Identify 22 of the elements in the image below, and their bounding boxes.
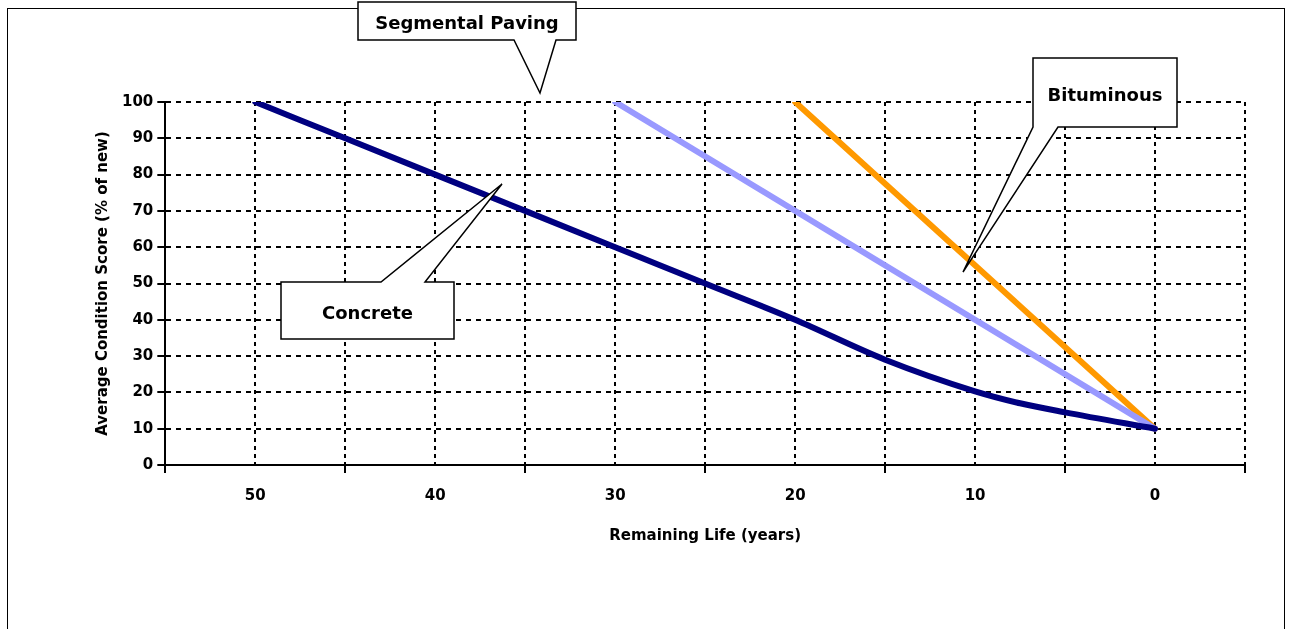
y-tick-label: 90: [132, 128, 154, 147]
x-tick-label: 10: [964, 485, 986, 504]
x-tick-label: 40: [424, 485, 446, 504]
x-axis-title: Remaining Life (years): [609, 525, 802, 544]
y-tick-label: 50: [132, 273, 154, 292]
annotation: Bituminous: [1047, 83, 1163, 104]
x-tick-label: 0: [1149, 485, 1161, 504]
annotation: Concrete: [322, 301, 413, 322]
y-tick-label: 20: [132, 382, 154, 401]
x-tick-label: 50: [244, 485, 266, 504]
y-tick-label: 30: [132, 345, 154, 364]
x-tick-label: 30: [604, 485, 626, 504]
y-tick-label: 10: [132, 418, 154, 437]
y-tick-label: 0: [142, 454, 154, 473]
y-axis-title: Average Condition Score (% of new): [92, 131, 111, 436]
y-tick-label: 70: [132, 200, 154, 219]
y-tick-label: 60: [132, 237, 154, 256]
y-tick-label: 100: [122, 91, 154, 110]
x-tick-label: 20: [784, 485, 806, 504]
text: Segmental Paving: [375, 11, 559, 33]
y-tick-label: 40: [132, 309, 154, 328]
y-tick-label: 80: [132, 164, 154, 183]
